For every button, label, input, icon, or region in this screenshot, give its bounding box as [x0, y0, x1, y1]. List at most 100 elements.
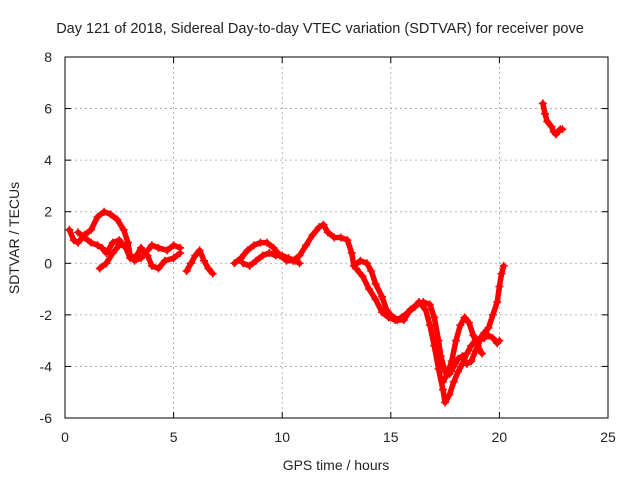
data-point-marker: [191, 251, 200, 260]
data-point-marker: [269, 243, 278, 252]
data-point-marker: [319, 220, 328, 229]
data-series-9: [538, 99, 567, 139]
data-point-marker: [204, 264, 213, 273]
data-point-marker: [495, 282, 504, 291]
data-point-marker: [415, 297, 424, 306]
data-point-marker: [378, 308, 387, 317]
data-point-marker: [143, 251, 152, 260]
x-tick-label: 0: [61, 429, 69, 445]
x-tick-label: 5: [170, 429, 178, 445]
data-point-marker: [438, 385, 447, 394]
y-tick-label: -4: [40, 358, 53, 374]
data-point-marker: [367, 267, 376, 276]
data-point-marker: [262, 238, 271, 247]
data-point-marker: [484, 331, 493, 340]
data-point-marker: [200, 256, 209, 265]
data-point-marker: [365, 285, 374, 294]
data-point-marker: [473, 341, 482, 350]
plot-frame: [64, 56, 609, 419]
data-point-marker: [543, 117, 552, 126]
data-series-6: [239, 248, 304, 270]
data-point-marker: [499, 261, 508, 270]
data-point-marker: [169, 254, 178, 263]
y-tick-labels: -6 -4 -2 0 2 4 6 8: [40, 49, 53, 426]
data-point-marker: [454, 367, 463, 376]
data-point-marker: [176, 248, 185, 257]
data-point-marker: [547, 122, 556, 131]
data-point-marker: [336, 233, 345, 242]
data-point-marker: [451, 336, 460, 345]
data-series-4: [182, 246, 217, 278]
data-point-marker: [308, 230, 317, 239]
data-point-marker: [126, 254, 135, 263]
data-point-marker: [97, 243, 106, 252]
data-point-marker: [121, 241, 130, 250]
data-point-marker: [119, 225, 128, 234]
data-point-marker: [384, 313, 393, 322]
data-point-marker: [497, 269, 506, 278]
data-point-marker: [102, 259, 111, 268]
data-point-marker: [169, 241, 178, 250]
data-point-marker: [464, 318, 473, 327]
data-point-marker: [284, 254, 293, 263]
data-point-marker: [74, 238, 83, 247]
x-tick-label: 10: [274, 429, 290, 445]
y-tick-label: -6: [40, 410, 53, 426]
data-point-marker: [291, 256, 300, 265]
data-point-marker: [100, 207, 109, 216]
data-point-marker: [186, 259, 195, 268]
data-point-marker: [106, 210, 115, 219]
data-point-marker: [438, 377, 447, 386]
data-point-marker: [493, 297, 502, 306]
data-point-marker: [425, 321, 434, 330]
data-point-marker: [558, 125, 567, 134]
data-point-marker: [239, 259, 248, 268]
data-point-marker: [434, 365, 443, 374]
data-point-marker: [347, 248, 356, 257]
y-axis-label: SDTVAR / TECUs: [6, 182, 22, 294]
data-point-marker: [447, 357, 456, 366]
data-point-marker: [236, 254, 245, 263]
data-point-marker: [137, 254, 146, 263]
data-point-marker: [397, 313, 406, 322]
x-axis-label: GPS time / hours: [283, 457, 390, 473]
data-point-marker: [295, 259, 304, 268]
data-point-marker: [182, 267, 191, 276]
data-point-marker: [404, 308, 413, 317]
grid-lines: [65, 57, 608, 418]
data-point-marker: [456, 321, 465, 330]
data-point-marker: [132, 251, 141, 260]
data-point-marker: [147, 261, 156, 270]
x-tick-label: 15: [383, 429, 399, 445]
data-series-3: [95, 241, 130, 273]
data-point-marker: [147, 241, 156, 250]
data-point-marker: [137, 243, 146, 252]
data-point-marker: [230, 259, 239, 268]
data-point-marker: [258, 251, 267, 260]
data-point-marker: [362, 259, 371, 268]
data-point-marker: [95, 264, 104, 273]
data-point-marker: [315, 223, 324, 232]
data-point-marker: [163, 246, 172, 255]
data-point-marker: [80, 233, 89, 242]
data-point-marker: [541, 109, 550, 118]
data-point-marker: [245, 261, 254, 270]
data-point-marker: [323, 228, 332, 237]
data-point-marker: [93, 212, 102, 221]
data-point-marker: [87, 238, 96, 247]
y-tick-label: 2: [44, 204, 52, 220]
x-tick-label: 25: [600, 429, 616, 445]
data-series-8: [438, 313, 487, 386]
data-point-marker: [65, 225, 74, 234]
data-point-marker: [378, 292, 387, 301]
data-point-marker: [467, 357, 476, 366]
data-point-marker: [460, 313, 469, 322]
data-point-marker: [160, 256, 169, 265]
data-point-marker: [356, 256, 365, 265]
data-point-marker: [108, 248, 117, 257]
x-tick-labels: 0 5 10 15 20 25: [61, 429, 616, 445]
data-point-marker: [371, 295, 380, 304]
data-point-marker: [445, 390, 454, 399]
y-tick-label: 6: [44, 101, 52, 117]
